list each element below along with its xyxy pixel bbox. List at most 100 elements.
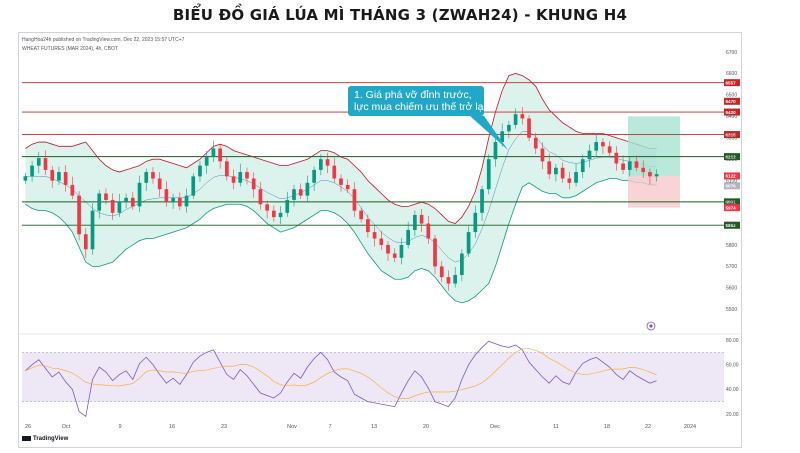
candle-body[interactable] — [151, 172, 155, 179]
candle-body[interactable] — [648, 172, 652, 177]
candle-body[interactable] — [198, 165, 202, 177]
candle-body[interactable] — [43, 158, 48, 170]
candle-body[interactable] — [500, 131, 505, 143]
candle-body[interactable] — [218, 148, 222, 162]
candle-body[interactable] — [191, 176, 196, 196]
candle-body[interactable] — [392, 253, 397, 258]
candle-body[interactable] — [319, 159, 323, 170]
candle-body[interactable] — [104, 193, 108, 200]
candle-body[interactable] — [426, 223, 431, 239]
candle-body[interactable] — [547, 161, 552, 175]
candle-body[interactable] — [164, 189, 169, 203]
candle-body[interactable] — [265, 204, 269, 211]
candle-body[interactable] — [117, 202, 122, 213]
candle-body[interactable] — [654, 174, 659, 177]
candle-body[interactable] — [607, 146, 612, 153]
candle-body[interactable] — [453, 274, 458, 284]
candle-body[interactable] — [258, 189, 263, 205]
candle-body[interactable] — [292, 189, 296, 200]
candle-body[interactable] — [473, 212, 478, 233]
candle-body[interactable] — [493, 142, 498, 160]
candle-body[interactable] — [372, 232, 377, 239]
candle-body[interactable] — [211, 148, 216, 158]
candle-body[interactable] — [325, 159, 330, 166]
candle-body[interactable] — [366, 219, 370, 233]
candle-body[interactable] — [621, 163, 625, 170]
candle-body[interactable] — [144, 172, 149, 183]
candle-body[interactable] — [137, 182, 142, 207]
candle-body[interactable] — [204, 157, 209, 166]
candle-body[interactable] — [560, 167, 565, 179]
candle-body[interactable] — [567, 178, 572, 183]
candle-body[interactable] — [298, 189, 303, 196]
candle-body[interactable] — [641, 167, 646, 173]
candle-body[interactable] — [124, 197, 128, 203]
candle-body[interactable] — [352, 189, 357, 211]
candle-body[interactable] — [446, 277, 451, 284]
candle-body[interactable] — [379, 238, 384, 245]
candle-body[interactable] — [433, 238, 437, 267]
candle-body[interactable] — [224, 161, 229, 177]
candle-body[interactable] — [386, 244, 390, 254]
candle-body[interactable] — [601, 142, 605, 147]
candle-body[interactable] — [271, 210, 276, 218]
candle-body[interactable] — [587, 150, 592, 160]
candle-body[interactable] — [157, 178, 162, 190]
candle-body[interactable] — [305, 182, 310, 196]
candle-body[interactable] — [345, 184, 350, 190]
candle-body[interactable] — [184, 195, 189, 207]
candle-body[interactable] — [507, 124, 511, 132]
candle-body[interactable] — [30, 165, 34, 177]
rsi-line[interactable] — [25, 340, 657, 418]
candle-body[interactable] — [594, 142, 599, 151]
candle-body[interactable] — [480, 189, 484, 213]
candle-body[interactable] — [70, 184, 75, 196]
candle-body[interactable] — [580, 159, 585, 173]
candle-body[interactable] — [574, 172, 578, 183]
candle-body[interactable] — [527, 118, 531, 138]
candle-body[interactable] — [520, 114, 525, 119]
candle-body[interactable] — [460, 253, 464, 275]
candle-body[interactable] — [554, 167, 558, 175]
candle-body[interactable] — [231, 176, 236, 183]
candle-body[interactable] — [285, 199, 290, 213]
tradingview-logo[interactable]: TradingView — [22, 436, 68, 442]
candle-body[interactable] — [97, 193, 102, 211]
candle-body[interactable] — [245, 172, 249, 179]
candle-body[interactable] — [627, 161, 632, 170]
candle-body[interactable] — [413, 214, 417, 230]
candle-body[interactable] — [278, 212, 283, 218]
candle-body[interactable] — [419, 214, 424, 224]
candle-body[interactable] — [614, 152, 619, 164]
candle-body[interactable] — [339, 178, 343, 185]
candle-body[interactable] — [177, 197, 182, 207]
candle-body[interactable] — [110, 199, 115, 213]
candle-body[interactable] — [251, 178, 256, 190]
candle-body[interactable] — [312, 169, 316, 183]
candle-body[interactable] — [634, 161, 639, 168]
candle-body[interactable] — [36, 158, 41, 166]
candle-body[interactable] — [83, 234, 88, 250]
candle-body[interactable] — [130, 197, 135, 207]
candle-body[interactable] — [439, 266, 444, 278]
candle-body[interactable] — [359, 210, 363, 220]
candle-body[interactable] — [533, 137, 538, 149]
candle-body[interactable] — [23, 176, 28, 181]
candle-body[interactable] — [540, 148, 545, 162]
candle-body[interactable] — [332, 165, 337, 179]
level-tag-6001 — [724, 198, 740, 206]
position-stop-zone[interactable] — [628, 175, 680, 208]
candle-body[interactable] — [90, 210, 95, 250]
candle-body[interactable] — [77, 195, 81, 235]
candle-body[interactable] — [238, 172, 243, 183]
candle-body[interactable] — [466, 232, 471, 254]
candle-body[interactable] — [486, 159, 491, 190]
candle-body[interactable] — [63, 172, 68, 185]
candle-body[interactable] — [171, 197, 175, 203]
candle-body[interactable] — [50, 169, 55, 181]
candle-body[interactable] — [513, 114, 518, 125]
candle-body[interactable] — [399, 244, 404, 258]
candle-body[interactable] — [57, 172, 61, 181]
candle-body[interactable] — [406, 229, 411, 245]
